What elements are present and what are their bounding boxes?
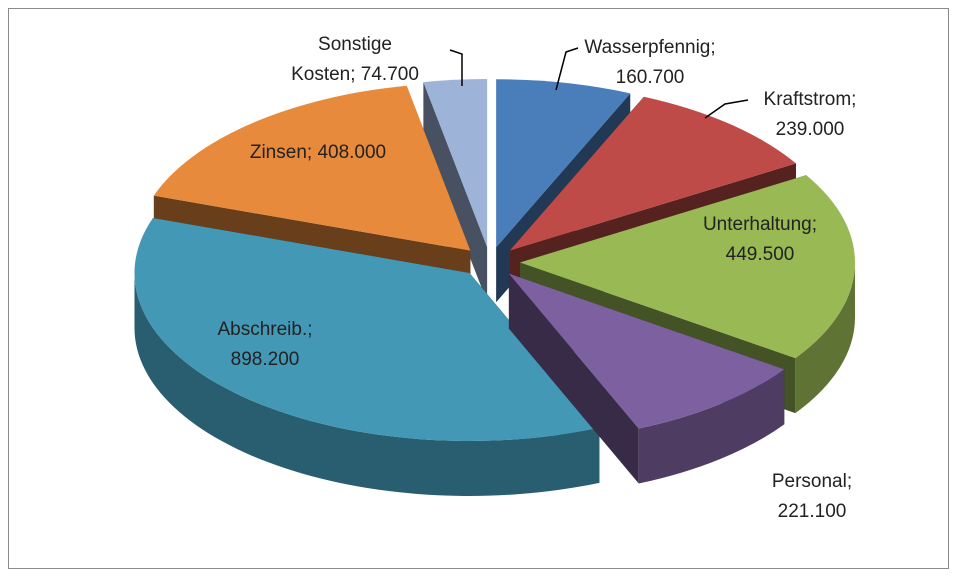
slice-top [153,85,471,251]
leader-line [555,47,579,91]
leader-line [449,49,463,86]
slice-wall [638,369,785,484]
slice [423,79,488,303]
slice-top [134,217,600,441]
data-label: Kraftstrom; 239.000 [764,89,857,140]
leader-line [704,99,749,119]
slice-top [496,79,631,248]
slice-face [508,273,639,484]
slice-top [423,79,488,248]
slice [134,217,600,496]
data-label: Sonstige Kosten; 74.700 [291,34,419,85]
slice-wall [795,262,855,414]
data-label: Zinsen; 408.000 [250,142,386,163]
slice-wall [134,272,600,496]
slice-top [519,175,855,359]
data-label: Unterhaltung; 449.500 [703,214,817,265]
data-label: Abschreib.; 898.200 [217,319,312,370]
slice-face [423,82,488,303]
data-label: Personal; 221.100 [772,471,852,522]
slice-top [508,273,785,429]
data-label: Wasserpfennig; 160.700 [584,37,715,88]
slice [508,273,785,484]
slice-top [509,96,796,251]
